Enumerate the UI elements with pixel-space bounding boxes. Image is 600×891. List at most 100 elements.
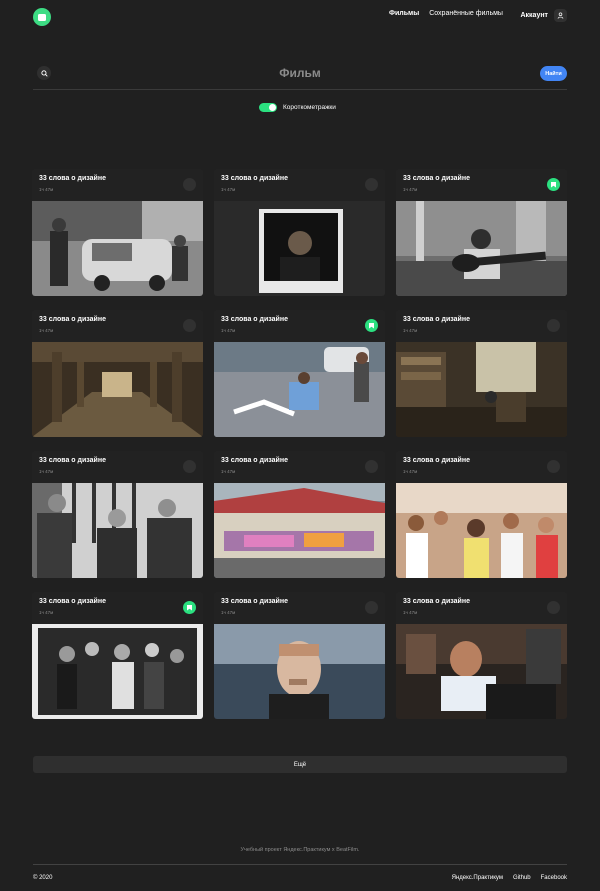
street-photographer-car-bw-image — [32, 201, 203, 296]
movie-card[interactable]: 33 слова о дизайне 1ч 47м — [214, 310, 385, 437]
guitarist-bw-image — [396, 201, 567, 296]
movie-title: 33 слова о дизайне — [39, 457, 106, 464]
footer-link-practicum[interactable]: Яндекс.Практикум — [451, 875, 503, 881]
save-bookmark-button[interactable] — [547, 601, 560, 614]
movie-card[interactable]: 33 слова о дизайне 1ч 47м — [32, 310, 203, 437]
movie-title: 33 слова о дизайне — [221, 175, 288, 182]
movie-duration: 1ч 47м — [403, 610, 418, 615]
footer-link-facebook[interactable]: Facebook — [540, 875, 567, 881]
movie-card[interactable]: 33 слова о дизайне 1ч 47м — [396, 592, 567, 719]
man-at-computer-studio-image — [396, 624, 567, 719]
movie-thumbnail[interactable] — [32, 483, 203, 578]
cluttered-room-image — [396, 342, 567, 437]
movie-thumbnail[interactable] — [396, 624, 567, 719]
movie-title: 33 слова о дизайне — [39, 175, 106, 182]
movie-title: 33 слова о дизайне — [39, 598, 106, 605]
movie-card[interactable]: 33 слова о дизайне 1ч 47м — [32, 592, 203, 719]
account-label: Аккаунт — [520, 12, 548, 19]
main-nav: Фильмы Сохранённые фильмы — [389, 10, 503, 17]
save-bookmark-button[interactable] — [365, 178, 378, 191]
bookmark-icon — [551, 181, 556, 188]
movie-card[interactable]: 33 слова о дизайне 1ч 47м — [214, 592, 385, 719]
movie-card[interactable]: 33 слова о дизайне 1ч 47м — [396, 169, 567, 296]
save-bookmark-button[interactable] — [183, 178, 196, 191]
saved-bookmark-button[interactable] — [547, 178, 560, 191]
footer-links: Яндекс.Практикум Github Facebook — [452, 875, 567, 881]
movie-duration: 1ч 47м — [221, 469, 236, 474]
search-form: Найти — [33, 62, 567, 90]
shorts-toggle-label: Короткометражки — [283, 104, 336, 111]
save-bookmark-button[interactable] — [183, 319, 196, 332]
movie-title: 33 слова о дизайне — [221, 457, 288, 464]
movie-card[interactable]: 33 слова о дизайне 1ч 47м — [214, 451, 385, 578]
account-link[interactable]: Аккаунт — [520, 9, 567, 22]
movie-title: 33 слова о дизайне — [403, 457, 470, 464]
movie-duration: 1ч 47м — [39, 187, 54, 192]
search-input[interactable] — [183, 64, 417, 82]
movie-card[interactable]: 33 слова о дизайне 1ч 47м — [214, 169, 385, 296]
save-bookmark-button[interactable] — [365, 601, 378, 614]
shorts-toggle[interactable] — [259, 103, 277, 112]
save-bookmark-button[interactable] — [183, 460, 196, 473]
movie-duration: 1ч 47м — [221, 610, 236, 615]
logo-icon[interactable] — [33, 8, 51, 26]
movie-thumbnail[interactable] — [32, 624, 203, 719]
movie-title: 33 слова о дизайне — [403, 175, 470, 182]
more-button[interactable]: Ещё — [33, 756, 567, 773]
user-icon — [554, 9, 567, 22]
movie-duration: 1ч 47м — [39, 610, 54, 615]
saved-bookmark-button[interactable] — [183, 601, 196, 614]
movie-card[interactable]: 33 слова о дизайне 1ч 47м — [396, 451, 567, 578]
movie-duration: 1ч 47м — [221, 187, 236, 192]
empty-hall-columns-image — [32, 342, 203, 437]
copyright: © 2020 — [33, 875, 53, 881]
movie-duration: 1ч 47м — [403, 187, 418, 192]
movie-thumbnail[interactable] — [396, 342, 567, 437]
bookmark-icon — [187, 604, 192, 611]
movie-thumbnail[interactable] — [396, 483, 567, 578]
movie-title: 33 слова о дизайне — [39, 316, 106, 323]
footer-link-github[interactable]: Github — [512, 875, 531, 881]
shorts-filter: Короткометражки — [259, 103, 336, 112]
search-icon — [37, 66, 51, 80]
three-men-bw-image — [32, 483, 203, 578]
movie-card[interactable]: 33 слова о дизайне 1ч 47м — [396, 310, 567, 437]
movie-title: 33 слова о дизайне — [403, 598, 470, 605]
movie-thumbnail[interactable] — [396, 201, 567, 296]
polaroid-portrait-image — [214, 201, 385, 296]
movie-thumbnail[interactable] — [32, 342, 203, 437]
site-header: Фильмы Сохранённые фильмы Аккаунт — [33, 7, 567, 27]
save-bookmark-button[interactable] — [547, 460, 560, 473]
search-button[interactable]: Найти — [540, 66, 567, 81]
movie-thumbnail[interactable] — [214, 483, 385, 578]
movie-duration: 1ч 47м — [403, 469, 418, 474]
man-smoking-image — [214, 624, 385, 719]
nav-link-saved-movies[interactable]: Сохранённые фильмы — [429, 10, 503, 17]
movie-thumbnail[interactable] — [214, 201, 385, 296]
movie-thumbnail[interactable] — [32, 201, 203, 296]
save-bookmark-button[interactable] — [365, 460, 378, 473]
bookmark-icon — [369, 322, 374, 329]
nav-link-movies[interactable]: Фильмы — [389, 10, 420, 17]
movie-duration: 1ч 47м — [39, 328, 54, 333]
movie-title: 33 слова о дизайне — [221, 316, 288, 323]
movie-title: 33 слова о дизайне — [403, 316, 470, 323]
skateboarders-street-image — [214, 342, 385, 437]
movie-card[interactable]: 33 слова о дизайне 1ч 47м — [32, 169, 203, 296]
movie-duration: 1ч 47м — [403, 328, 418, 333]
movie-thumbnail[interactable] — [214, 342, 385, 437]
party-crowd-bw-image — [32, 624, 203, 719]
footer-note: Учебный проект Яндекс.Практикум х BeatFi… — [240, 847, 360, 853]
movie-duration: 1ч 47м — [221, 328, 236, 333]
movies-grid: 33 слова о дизайне 1ч 47м 33 слова о дизай… — [32, 169, 568, 719]
saved-bookmark-button[interactable] — [365, 319, 378, 332]
save-bookmark-button[interactable] — [547, 319, 560, 332]
movie-duration: 1ч 47м — [39, 469, 54, 474]
footer-divider — [33, 864, 567, 865]
toggle-knob — [269, 104, 276, 111]
movie-title: 33 слова о дизайне — [221, 598, 288, 605]
marathon-crowd-image — [396, 483, 567, 578]
graffiti-train-image — [214, 483, 385, 578]
movie-card[interactable]: 33 слова о дизайне 1ч 47м — [32, 451, 203, 578]
movie-thumbnail[interactable] — [214, 624, 385, 719]
